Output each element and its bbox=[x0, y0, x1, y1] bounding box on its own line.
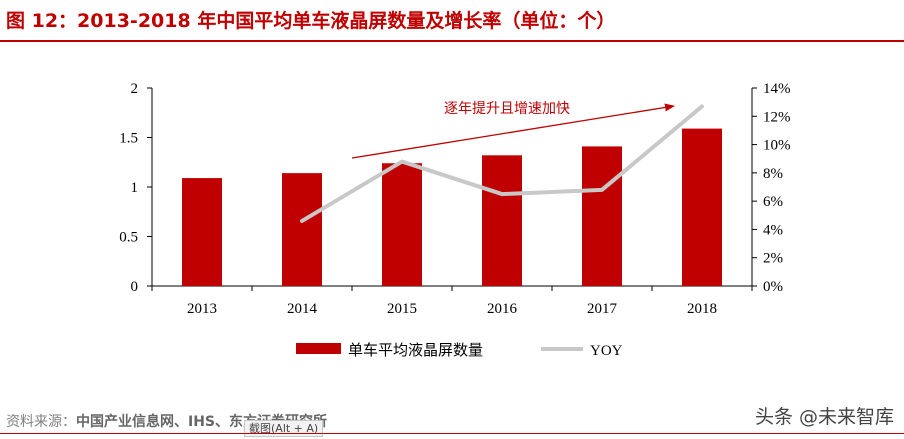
source-prefix: 资料来源： bbox=[6, 414, 76, 430]
x-tick-label: 2015 bbox=[387, 301, 417, 317]
bar bbox=[382, 163, 422, 286]
bar-series bbox=[182, 128, 722, 286]
y-right-tick-label: 2% bbox=[763, 251, 783, 267]
trend-annotation: 逐年提升且增速加快 bbox=[444, 101, 570, 117]
legend-swatch-bar bbox=[296, 343, 341, 354]
x-tick-label: 2017 bbox=[587, 301, 618, 317]
bar bbox=[282, 173, 322, 286]
y-left-tick-label: 1.5 bbox=[119, 131, 138, 147]
watermark: 头条 @未来智库 bbox=[755, 402, 894, 429]
chart: 0 0.5 1 1.5 2 0% 2% 4% 6% 8% 10% 12% 14% 2013 2014 2015… bbox=[119, 81, 790, 359]
y-left-tick-label: 0.5 bbox=[119, 230, 138, 246]
bottom-divider bbox=[0, 433, 904, 434]
figure-title: 图 12：2013-2018 年中国平均单车液晶屏数量及增长率（单位：个） bbox=[6, 10, 616, 32]
trend-arrow bbox=[351, 103, 675, 159]
bar bbox=[182, 178, 222, 286]
chart-axes: 0 0.5 1 1.5 2 0% 2% 4% 6% 8% 10% 12% 14% 2013 2014 2015… bbox=[119, 81, 790, 317]
title-divider bbox=[0, 40, 904, 42]
y-right-tick-label: 14% bbox=[763, 81, 791, 97]
screenshot-tooltip: 截图(Alt + A) bbox=[244, 420, 324, 437]
y-right-tick-label: 4% bbox=[763, 222, 783, 238]
y-right-tick-label: 0% bbox=[763, 279, 783, 295]
yoy-line-series bbox=[300, 104, 704, 223]
y-right-tick-label: 6% bbox=[763, 194, 783, 210]
bar bbox=[582, 146, 622, 286]
x-tick-label: 2018 bbox=[687, 301, 717, 317]
x-tick-label: 2016 bbox=[487, 301, 518, 317]
yoy-line bbox=[300, 104, 704, 223]
y-left-tick-label: 1 bbox=[131, 180, 139, 196]
watermark-text: @未来智库 bbox=[798, 406, 894, 428]
bar bbox=[682, 128, 722, 286]
chart-legend: 单车平均液晶屏数量 YOY bbox=[296, 341, 623, 359]
y-right-tick-label: 10% bbox=[763, 138, 791, 154]
x-tick-label: 2014 bbox=[287, 301, 318, 317]
y-right-tick-label: 8% bbox=[763, 166, 783, 182]
y-left-tick-label: 0 bbox=[131, 279, 139, 295]
annotation-group: 逐年提升且增速加快 bbox=[351, 101, 675, 159]
x-tick-label: 2013 bbox=[187, 301, 217, 317]
watermark-logo: 头条 bbox=[754, 406, 793, 428]
y-left-tick-label: 2 bbox=[131, 81, 139, 97]
legend-label-line: YOY bbox=[590, 343, 623, 359]
y-right-tick-label: 12% bbox=[763, 109, 791, 125]
bar bbox=[482, 155, 522, 286]
legend-label-bar: 单车平均液晶屏数量 bbox=[348, 341, 483, 359]
